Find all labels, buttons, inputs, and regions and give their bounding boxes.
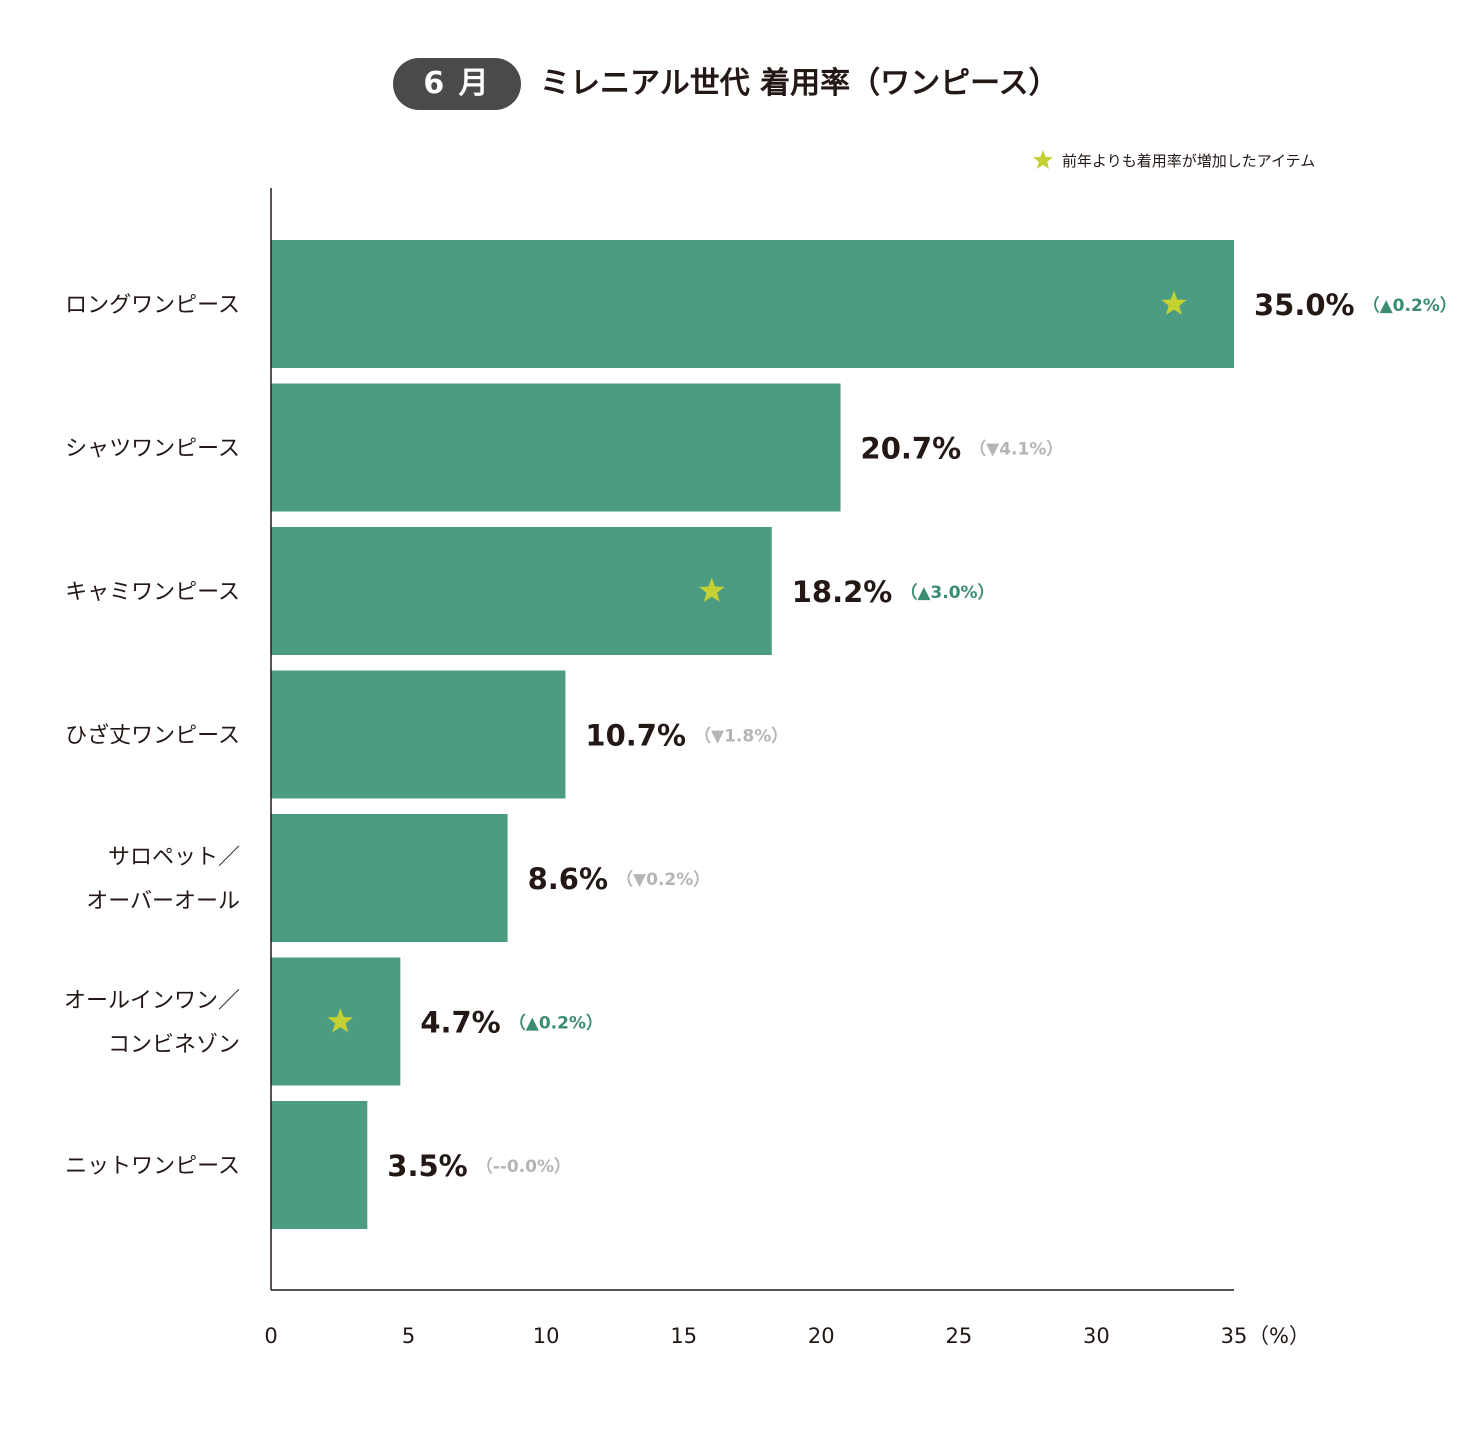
x-unit-label: （%） bbox=[1248, 1324, 1310, 1348]
x-tick-label: 5 bbox=[402, 1324, 415, 1348]
chart-header: 6 月 ミレニアル世代 着用率（ワンピース） bbox=[0, 58, 1473, 110]
x-tick-label: 35 bbox=[1221, 1324, 1248, 1348]
change-label: （▲3.0%） bbox=[900, 582, 994, 603]
bar bbox=[271, 527, 772, 655]
star-icon bbox=[1161, 290, 1187, 315]
category-label: ひざ丈ワンピース bbox=[65, 723, 240, 749]
category-label: サロペット／オーバーオール bbox=[86, 845, 240, 914]
value-label: 10.7% bbox=[585, 719, 686, 753]
category-label: シャツワンピース bbox=[65, 437, 240, 462]
change-label: （▼1.8%） bbox=[694, 726, 788, 747]
category-label: ニットワンピース bbox=[65, 1154, 240, 1179]
value-label: 18.2% bbox=[792, 575, 893, 609]
value-label: 3.5% bbox=[387, 1149, 467, 1183]
change-label: （▲0.2%） bbox=[509, 1013, 603, 1034]
value-label: 35.0% bbox=[1254, 288, 1355, 322]
category-label: ロングワンピース bbox=[65, 293, 240, 318]
x-tick-label: 25 bbox=[945, 1324, 972, 1348]
bar bbox=[271, 383, 841, 512]
change-label: （▲0.2%） bbox=[1363, 295, 1457, 316]
bar bbox=[271, 814, 508, 942]
change-label: （▼0.2%） bbox=[616, 869, 710, 890]
value-label: 20.7% bbox=[861, 432, 962, 466]
legend-label: 前年よりも着用率が増加したアイテム bbox=[1062, 151, 1316, 170]
value-label: 4.7% bbox=[420, 1006, 500, 1040]
value-label: 8.6% bbox=[528, 862, 608, 896]
star-icon bbox=[327, 1008, 354, 1033]
legend: 前年よりも着用率が増加したアイテム bbox=[1032, 146, 1315, 174]
x-tick-label: 30 bbox=[1083, 1324, 1110, 1348]
category-label: キャミワンピース bbox=[65, 580, 240, 605]
x-tick-label: 15 bbox=[670, 1324, 697, 1348]
change-label: （▼4.1%） bbox=[969, 439, 1063, 460]
change-label: （--0.0%） bbox=[476, 1156, 571, 1177]
bar bbox=[271, 240, 1234, 368]
bar bbox=[271, 670, 566, 799]
month-badge: 6 月 bbox=[393, 58, 521, 110]
bar bbox=[271, 1101, 368, 1229]
chart-title: ミレニアル世代 着用率（ワンピース） bbox=[540, 66, 1059, 101]
x-tick-label: 10 bbox=[533, 1324, 560, 1348]
star-icon bbox=[1033, 150, 1053, 169]
star-icon bbox=[698, 577, 725, 602]
x-tick-label: 20 bbox=[808, 1324, 835, 1348]
x-tick-label: 0 bbox=[264, 1324, 277, 1348]
category-label: オールインワン／コンビネゾン bbox=[64, 989, 240, 1058]
